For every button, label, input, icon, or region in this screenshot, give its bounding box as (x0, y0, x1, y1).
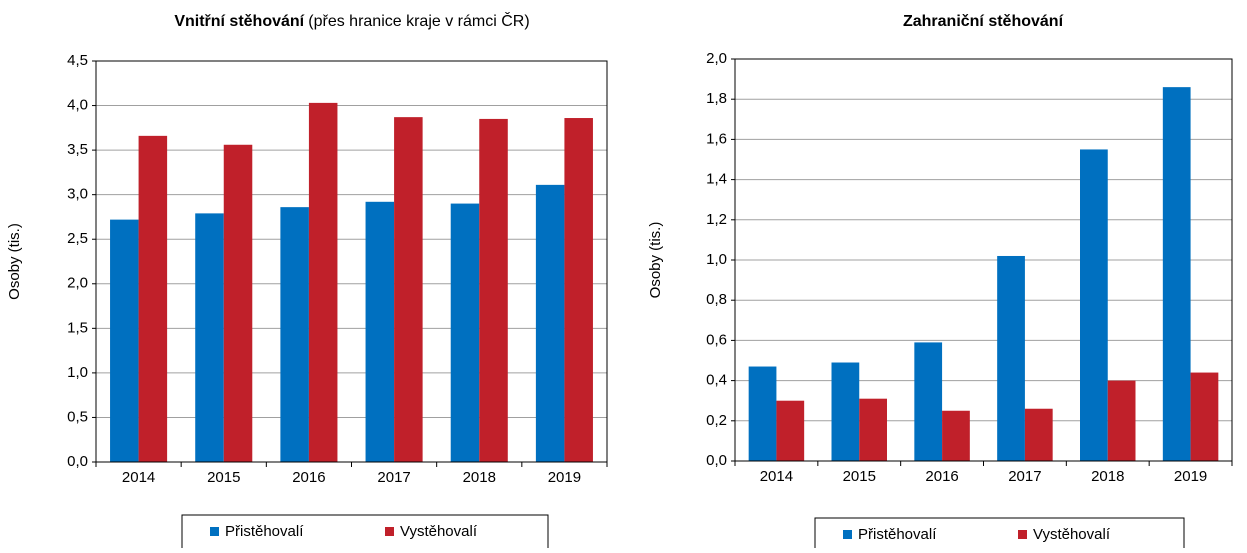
y-tick-label: 0,0 (706, 452, 727, 469)
legend-box (814, 517, 1185, 553)
x-tick-label: 2017 (377, 469, 410, 486)
y-tick-label: 1,2 (706, 211, 727, 228)
legend-swatch (210, 527, 219, 536)
x-tick-label: 2017 (1008, 468, 1041, 485)
title-main: Vnitřní stěhování (174, 13, 304, 30)
y-tick-label: 0,4 (706, 372, 727, 389)
bar (223, 144, 253, 462)
y-tick-label: 0,5 (67, 408, 88, 425)
bar (859, 398, 887, 461)
y-tick-label: 0,6 (706, 331, 727, 348)
legend-label: Přistěhovalí (858, 526, 937, 543)
x-tick-label: 2014 (122, 469, 155, 486)
y-tick-label: 1,5 (67, 319, 88, 336)
bar (564, 118, 593, 462)
bar (138, 135, 168, 462)
chart-title: Vnitřní stěhování (přes hranice kraje v … (174, 11, 529, 30)
x-tick-label: 2019 (548, 469, 581, 486)
y-tick-label: 2,0 (706, 50, 727, 67)
y-tick-label: 2,5 (67, 230, 88, 247)
legend-swatch (1018, 530, 1027, 539)
bar (365, 201, 395, 462)
bar (535, 184, 565, 462)
y-tick-label: 1,0 (67, 364, 88, 381)
legend-swatch (843, 530, 852, 539)
y-tick-label: 0,8 (706, 291, 727, 308)
bar (1162, 87, 1191, 461)
y-tick-label: 4,5 (67, 52, 88, 69)
plot-frame (95, 60, 608, 463)
y-axis-label: Osoby (tis.) (6, 223, 23, 300)
title-note: (přes hranice kraje v rámci ČR) (308, 11, 529, 30)
chart-title: Zahraniční stěhování (903, 13, 1064, 30)
y-axis-label: Osoby (tis.) (647, 222, 664, 299)
bar (1190, 372, 1219, 461)
x-tick-label: 2015 (207, 469, 240, 486)
bar (776, 400, 805, 461)
x-tick-label: 2018 (1091, 468, 1124, 485)
bar (831, 362, 860, 461)
bar (308, 102, 338, 462)
x-tick-label: 2019 (1174, 468, 1207, 485)
bar (1107, 380, 1136, 461)
bar (997, 255, 1025, 461)
y-tick-label: 3,5 (67, 141, 88, 158)
plot-frame (734, 58, 1233, 462)
bar (1024, 408, 1053, 461)
y-tick-label: 3,0 (67, 186, 88, 203)
bar (942, 410, 970, 461)
bar (914, 342, 943, 461)
title-main: Zahraniční stěhování (903, 13, 1064, 30)
x-tick-label: 2016 (925, 468, 958, 485)
bar (394, 117, 423, 462)
y-tick-label: 1,8 (706, 90, 727, 107)
y-tick-label: 4,0 (67, 97, 88, 114)
legend-label: Vystěhovalí (1033, 526, 1111, 543)
y-tick-label: 1,0 (706, 251, 727, 268)
x-tick-label: 2018 (463, 469, 496, 486)
x-tick-label: 2014 (760, 468, 793, 485)
bar (450, 203, 480, 463)
bar (1080, 149, 1108, 461)
bar (280, 207, 309, 462)
bar (479, 118, 508, 462)
x-tick-label: 2015 (843, 468, 876, 485)
y-tick-label: 1,6 (706, 130, 727, 147)
x-tick-label: 2016 (292, 469, 325, 486)
legend-label: Vystěhovalí (400, 523, 478, 540)
bar (195, 213, 224, 462)
y-tick-label: 0,2 (706, 412, 727, 429)
y-tick-label: 1,4 (706, 171, 727, 188)
bar (110, 219, 139, 462)
legend-box (181, 514, 549, 553)
legend-label: Přistěhovalí (225, 523, 304, 540)
bar (748, 366, 777, 461)
legend-swatch (385, 527, 394, 536)
y-tick-label: 2,0 (67, 275, 88, 292)
y-tick-label: 0,0 (67, 453, 88, 470)
